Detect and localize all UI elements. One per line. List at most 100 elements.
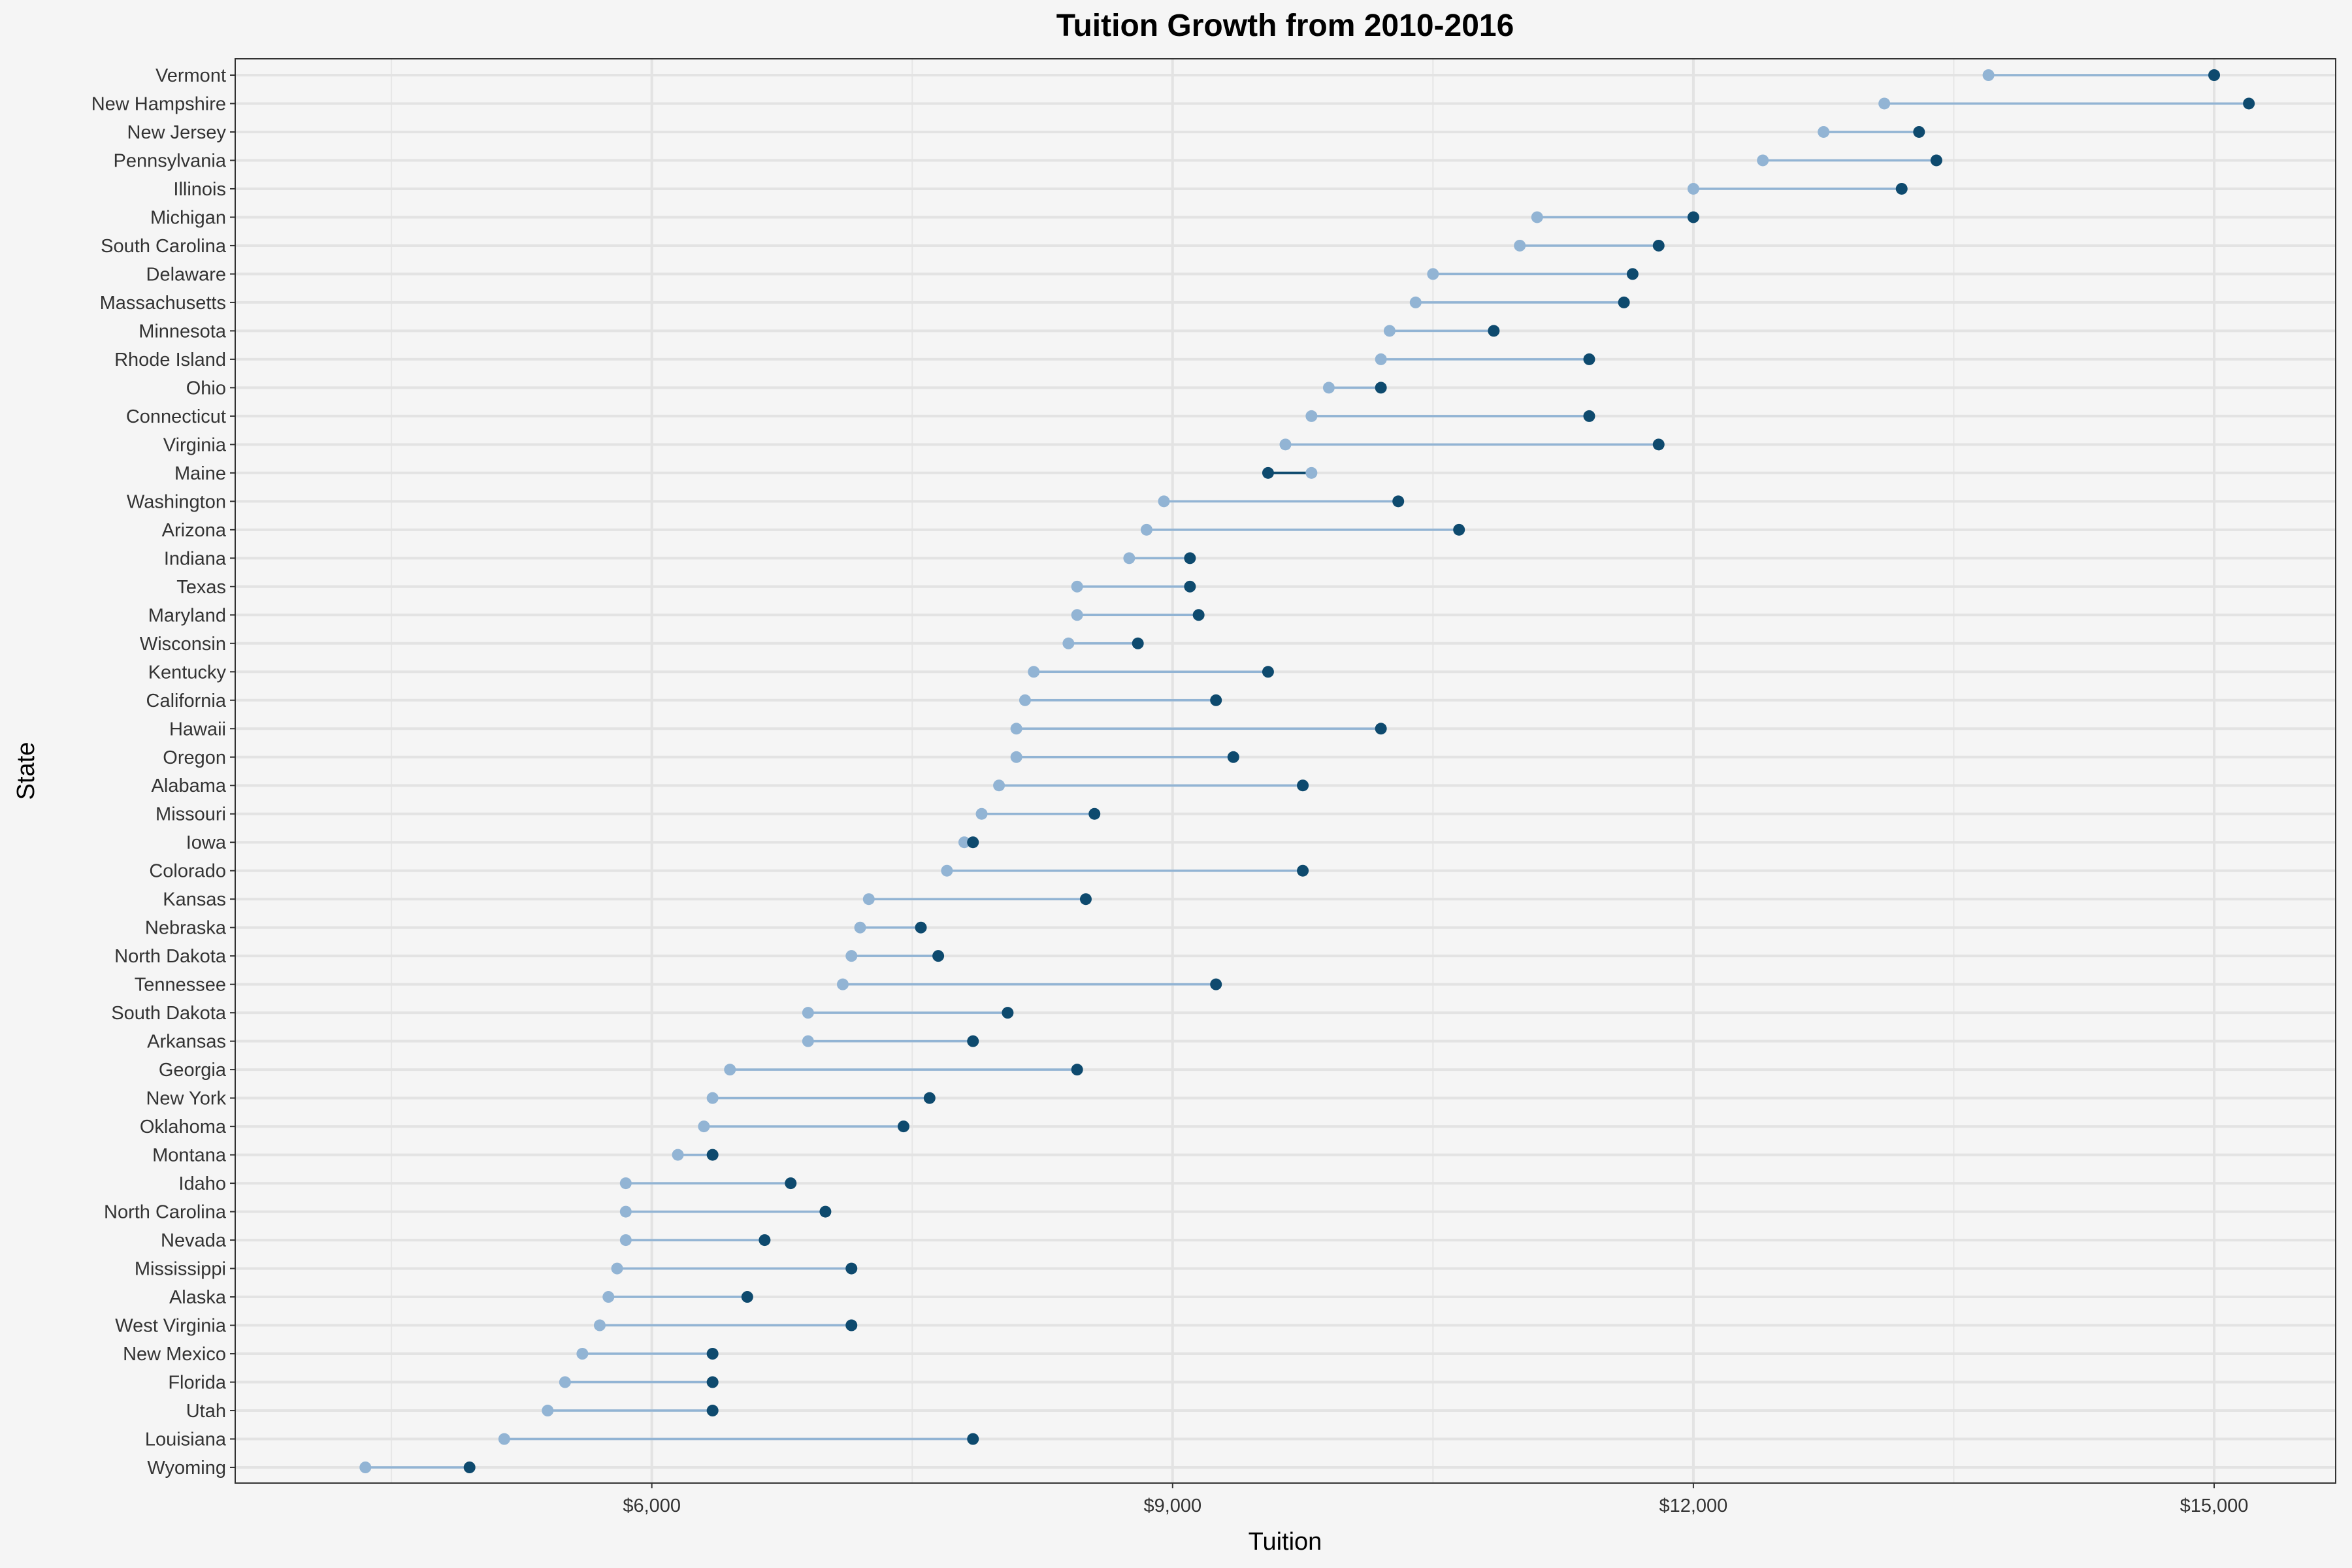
point-2016-texas: [1184, 580, 1196, 593]
x-tick-label: $9,000: [1143, 1495, 1201, 1516]
point-2016-new-hampshire: [2243, 97, 2255, 110]
point-2016-delaware: [1626, 268, 1639, 280]
y-tick-label: Colorado: [149, 861, 226, 882]
point-2016-wisconsin: [1132, 637, 1144, 649]
point-2016-arkansas: [967, 1035, 979, 1047]
point-2016-florida: [706, 1376, 719, 1388]
point-2016-nevada: [759, 1234, 771, 1247]
y-tick-label: North Dakota: [114, 946, 227, 967]
y-tick-label: Wisconsin: [140, 634, 226, 655]
y-tick-label: Alaska: [169, 1287, 227, 1308]
point-2016-north-carolina: [819, 1205, 832, 1218]
point-2016-alabama: [1297, 779, 1309, 792]
y-tick-label: Arizona: [162, 520, 227, 541]
point-2010-illinois: [1687, 182, 1699, 195]
y-tick-label: Minnesota: [139, 321, 227, 342]
y-tick-label: Virginia: [163, 434, 227, 455]
point-2016-rhode-island: [1583, 353, 1595, 365]
point-2010-maryland: [1071, 609, 1083, 621]
point-2016-missouri: [1088, 808, 1101, 820]
x-tick-label: $15,000: [2180, 1495, 2249, 1516]
point-2016-west-virginia: [845, 1319, 858, 1331]
point-2010-idaho: [619, 1177, 632, 1190]
y-tick-label: West Virginia: [115, 1316, 227, 1337]
point-2016-minnesota: [1488, 325, 1500, 337]
y-tick-label: Nevada: [161, 1230, 227, 1251]
y-tick-label: Utah: [186, 1401, 226, 1422]
point-2016-kentucky: [1262, 666, 1274, 678]
point-2010-wisconsin: [1062, 637, 1075, 649]
point-2010-delaware: [1427, 268, 1439, 280]
point-2010-wyoming: [359, 1462, 372, 1473]
y-tick-label: Oregon: [163, 747, 226, 768]
point-2016-maryland: [1192, 609, 1205, 621]
y-tick-label: Kentucky: [148, 662, 227, 683]
point-2010-minnesota: [1383, 325, 1396, 337]
point-2016-new-york: [923, 1092, 936, 1104]
point-2016-connecticut: [1583, 410, 1595, 422]
y-tick-label: Texas: [176, 577, 226, 598]
y-tick-label: Mississippi: [135, 1259, 226, 1280]
x-tick-label: $6,000: [623, 1495, 681, 1516]
y-tick-label: Missouri: [155, 804, 226, 825]
point-2016-pennsylvania: [1930, 154, 1942, 167]
y-tick-label: Florida: [168, 1373, 227, 1394]
y-axis-title: State: [12, 742, 40, 800]
point-2010-utah: [542, 1405, 554, 1417]
point-2010-connecticut: [1305, 410, 1318, 422]
point-2016-illinois: [1895, 182, 1908, 195]
point-2010-louisiana: [498, 1433, 510, 1445]
y-tick-label: Rhode Island: [114, 350, 226, 370]
point-2016-washington: [1392, 495, 1405, 508]
point-2010-north-dakota: [845, 950, 858, 962]
point-2016-virginia: [1652, 438, 1665, 451]
point-2016-utah: [706, 1405, 719, 1417]
point-2016-new-mexico: [706, 1348, 719, 1360]
point-2016-mississippi: [845, 1262, 858, 1275]
point-2016-arizona: [1453, 523, 1465, 536]
y-tick-label: Pennsylvania: [114, 150, 227, 171]
y-tick-label: Tennessee: [135, 975, 226, 996]
y-tick-label: New Mexico: [123, 1344, 226, 1365]
plot-border: [235, 58, 2336, 1484]
y-axis: Vermont New Hampshire New Jersey Pennsylvan…: [91, 65, 235, 1478]
point-2010-new-mexico: [576, 1348, 589, 1360]
y-tick-label: Massachusetts: [100, 293, 226, 314]
point-2010-kentucky: [1028, 666, 1040, 678]
point-2010-colorado: [941, 864, 953, 877]
point-2016-vermont: [2208, 69, 2221, 81]
point-2010-florida: [559, 1376, 571, 1388]
point-2010-indiana: [1123, 552, 1135, 564]
y-tick-label: Ohio: [186, 378, 226, 399]
x-tick-label: $12,000: [1659, 1495, 1727, 1516]
y-tick-label: Alabama: [152, 776, 227, 796]
y-tick-label: Illinois: [173, 179, 226, 200]
point-2010-michigan: [1531, 211, 1543, 223]
y-tick-label: Michigan: [150, 207, 226, 228]
point-2016-ohio: [1375, 382, 1387, 394]
point-2010-kansas: [862, 893, 875, 906]
point-2010-arkansas: [802, 1035, 814, 1047]
y-tick-label: Washington: [127, 491, 226, 512]
point-2010-rhode-island: [1375, 353, 1387, 365]
y-tick-label: Delaware: [146, 264, 227, 285]
point-2010-missouri: [975, 808, 988, 820]
point-2010-massachusetts: [1409, 296, 1422, 308]
point-2010-alabama: [993, 779, 1005, 792]
point-2016-kansas: [1079, 893, 1092, 906]
y-tick-label: California: [146, 691, 227, 711]
point-2010-pennsylvania: [1757, 154, 1769, 167]
y-tick-label: Indiana: [164, 548, 227, 569]
point-2016-wyoming: [463, 1462, 476, 1473]
y-tick-label: Georgia: [159, 1060, 227, 1081]
y-tick-label: New York: [146, 1088, 226, 1109]
point-2016-hawaii: [1375, 723, 1387, 735]
y-tick-label: Wyoming: [147, 1458, 226, 1478]
point-2010-south-dakota: [802, 1007, 814, 1019]
point-2010-new-york: [706, 1092, 719, 1104]
point-2010-new-jersey: [1818, 125, 1830, 138]
y-tick-label: Idaho: [178, 1173, 226, 1194]
point-2016-colorado: [1297, 864, 1309, 877]
point-2010-iowa: [958, 836, 970, 849]
